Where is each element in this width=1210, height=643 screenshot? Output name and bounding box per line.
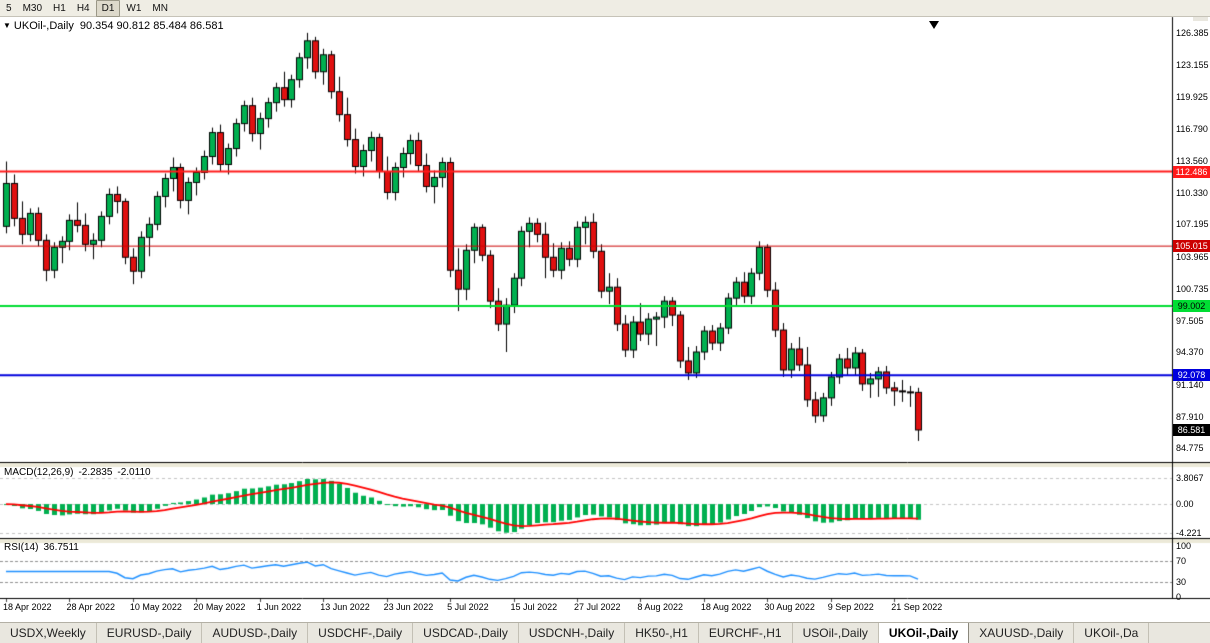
price-axis-label: 87.910 <box>1176 411 1204 422</box>
chart-tab-hk50-h1[interactable]: HK50-,H1 <box>625 623 699 643</box>
price-axis-label: 100.735 <box>1176 283 1209 294</box>
timeframe-button-h4[interactable]: H4 <box>76 2 90 14</box>
date-axis-label: 20 May 2022 <box>193 602 246 612</box>
chart-title-marker-icon[interactable]: ▼ <box>3 21 11 30</box>
price-level-tag: 99.002 <box>1173 300 1210 313</box>
date-axis-label: 5 Jul 2022 <box>447 602 489 612</box>
current-price-tag: 86.581 <box>1173 423 1210 436</box>
rsi-axis-label: 0 <box>1176 592 1182 602</box>
chart-tab-audusd-daily[interactable]: AUDUSD-,Daily <box>202 623 309 643</box>
timeframe-button-h1[interactable]: H1 <box>53 2 66 14</box>
date-axis-label: 10 May 2022 <box>129 602 182 612</box>
price-level-tag: 105.015 <box>1173 240 1210 253</box>
chart-tab-xauusd-daily[interactable]: XAUUSD-,Daily <box>969 623 1075 643</box>
price-axis-label: 113.560 <box>1176 155 1208 166</box>
chart-tab-ukoil-da[interactable]: UKOil-,Da <box>1074 623 1150 643</box>
date-axis-label: 30 Aug 2022 <box>764 602 815 612</box>
macd-indicator-label: MACD(12,26,9) -2.2835 -2.0110 <box>4 467 151 478</box>
chart-tab-ukoil-daily[interactable]: UKOil-,Daily <box>878 623 970 643</box>
date-axis-label: 27 Jul 2022 <box>573 602 621 612</box>
chart-shift-marker-icon <box>929 21 939 29</box>
date-axis-label: 28 Apr 2022 <box>66 602 115 612</box>
rsi-name: RSI(14) <box>4 542 39 553</box>
price-axis-label: 107.195 <box>1176 219 1209 230</box>
date-axis-label: 1 Jun 2022 <box>256 602 302 612</box>
price-level-tag: 112.486 <box>1173 165 1210 178</box>
date-axis-label: 8 Aug 2022 <box>637 602 683 612</box>
timeframe-button-w1[interactable]: W1 <box>126 2 142 14</box>
price-axis-label: 84.775 <box>1176 443 1204 453</box>
chart-tab-bar: USDX,Weekly EURUSD-,Daily AUDUSD-,Daily USD… <box>0 622 1210 643</box>
macd-name: MACD(12,26,9) <box>4 467 74 478</box>
timeframe-toolbar: 5 M30 H1 H4 D1 W1 MN <box>0 0 1210 17</box>
price-axis-label: 91.140 <box>1176 379 1204 390</box>
chart-tab-eurusd-daily[interactable]: EURUSD-,Daily <box>97 623 203 643</box>
date-axis-label: 15 Jul 2022 <box>510 602 558 612</box>
date-axis-label: 21 Sep 2022 <box>891 602 943 612</box>
chart-tab-usdx-weekly[interactable]: USDX,Weekly <box>0 623 97 643</box>
chart-tab-usdchf-daily[interactable]: USDCHF-,Daily <box>308 623 414 643</box>
timeframe-button-m30[interactable]: M30 <box>22 2 43 14</box>
timeframe-button-mn[interactable]: MN <box>152 2 168 14</box>
date-axis-label: 18 Aug 2022 <box>700 602 752 612</box>
rsi-value: 36.7511 <box>43 542 79 553</box>
date-axis-label: 18 Apr 2022 <box>3 602 52 612</box>
date-axis-label: 9 Sep 2022 <box>827 602 874 612</box>
macd-axis-label: -4.221 <box>1176 528 1202 538</box>
macd-value-main: -2.2835 <box>78 467 113 478</box>
macd-axis-label: 0.00 <box>1176 499 1194 510</box>
chart-ohlc-readout: 90.354 90.812 85.484 86.581 <box>79 20 224 32</box>
price-axis-label: 116.790 <box>1176 123 1208 134</box>
rsi-axis-label: 100 <box>1176 541 1192 551</box>
timeframe-button-d1[interactable]: D1 <box>95 0 121 17</box>
rsi-axis-label: 30 <box>1176 576 1187 587</box>
rsi-axis-label: 70 <box>1176 556 1187 567</box>
chart-title: ▼ UKOil-,Daily 90.354 90.812 85.484 86.581 <box>3 20 224 32</box>
price-axis-label: 110.330 <box>1176 188 1208 199</box>
macd-value-signal: -2.0110 <box>117 467 151 478</box>
price-axis-label: 97.505 <box>1176 316 1204 327</box>
chart-symbol-period: UKOil-,Daily <box>13 20 74 32</box>
price-level-tag: 92.078 <box>1173 369 1210 382</box>
price-axis-label: 103.965 <box>1176 251 1209 262</box>
price-axis-label: 123.155 <box>1176 60 1209 71</box>
date-axis-label: 13 Jun 2022 <box>320 602 370 612</box>
chart-tab-usdcnh-daily[interactable]: USDCNH-,Daily <box>519 623 626 643</box>
chart-tab-usoil-daily[interactable]: USOil-,Daily <box>793 623 879 643</box>
chart-tab-usdcad-daily[interactable]: USDCAD-,Daily <box>413 623 519 643</box>
price-axis-label: 94.370 <box>1176 347 1204 358</box>
rsi-indicator-label: RSI(14) 36.7511 <box>4 542 79 553</box>
timeframe-button-5[interactable]: 5 <box>6 2 12 14</box>
price-axis-label: 126.385 <box>1176 28 1209 38</box>
chart-tab-eurchf-h1[interactable]: EURCHF-,H1 <box>699 623 793 643</box>
date-axis-label: 23 Jun 2022 <box>383 602 434 612</box>
price-axis-label: 119.925 <box>1176 92 1208 103</box>
macd-axis-label: 3.8067 <box>1176 473 1204 483</box>
